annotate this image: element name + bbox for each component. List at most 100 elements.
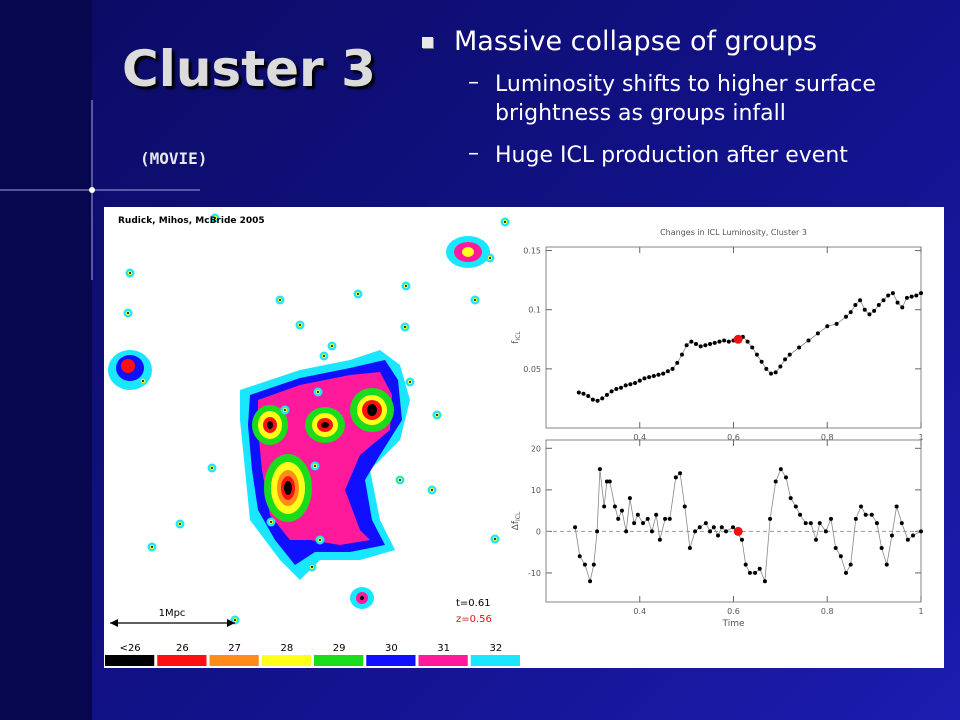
highlight-point bbox=[733, 334, 743, 344]
data-point bbox=[848, 562, 853, 567]
point-source-center bbox=[323, 355, 325, 357]
data-point bbox=[614, 386, 619, 391]
data-point bbox=[853, 516, 858, 521]
data-point bbox=[879, 546, 884, 550]
data-point bbox=[899, 521, 904, 526]
colorbar-label: 32 bbox=[490, 643, 503, 654]
time-label: t=0.61 bbox=[456, 598, 491, 609]
data-point bbox=[673, 475, 678, 480]
data-point bbox=[590, 397, 595, 402]
data-point bbox=[911, 533, 916, 538]
data-point bbox=[693, 529, 698, 534]
x-axis-label: Time bbox=[721, 619, 744, 629]
point-source-center bbox=[331, 345, 333, 347]
data-point bbox=[739, 537, 744, 542]
x-tick-label: 0.6 bbox=[727, 607, 740, 616]
data-point bbox=[884, 562, 889, 567]
point-source-center bbox=[399, 479, 401, 481]
point-source-center bbox=[409, 381, 411, 383]
map-credit: Rudick, Mihos, McBride 2005 bbox=[118, 216, 265, 226]
point-source-center bbox=[357, 293, 359, 295]
point-source-center bbox=[234, 619, 236, 621]
data-point bbox=[602, 504, 607, 509]
data-point bbox=[853, 302, 858, 307]
data-point bbox=[783, 357, 788, 362]
data-point bbox=[708, 529, 713, 534]
data-point bbox=[838, 554, 843, 559]
data-point bbox=[743, 562, 748, 567]
data-point bbox=[708, 342, 713, 347]
data-point bbox=[642, 376, 647, 381]
colorbar-label: 29 bbox=[333, 643, 346, 654]
point-source-center bbox=[279, 299, 281, 301]
data-point bbox=[889, 533, 894, 538]
data-point bbox=[829, 516, 833, 521]
data-point bbox=[747, 570, 752, 575]
point-source-center bbox=[431, 489, 433, 491]
data-point bbox=[635, 512, 640, 517]
data-point bbox=[595, 398, 600, 403]
figure-background bbox=[104, 207, 944, 668]
data-point bbox=[900, 305, 905, 310]
data-point bbox=[670, 366, 675, 371]
data-point bbox=[689, 339, 694, 344]
y-label-main: f bbox=[511, 340, 521, 344]
highlight-point bbox=[733, 526, 743, 536]
data-point bbox=[798, 512, 803, 517]
data-point bbox=[848, 310, 853, 315]
y-tick-label: -10 bbox=[528, 569, 541, 578]
data-point bbox=[895, 300, 900, 305]
data-point bbox=[717, 339, 722, 344]
y-tick-label: 20 bbox=[531, 444, 541, 453]
data-point bbox=[788, 496, 793, 501]
data-point bbox=[582, 562, 587, 567]
data-point bbox=[641, 521, 646, 526]
data-point bbox=[844, 570, 848, 575]
data-point bbox=[600, 396, 605, 401]
point-source-center bbox=[127, 312, 129, 314]
data-point bbox=[577, 554, 582, 559]
side-strip bbox=[0, 0, 92, 720]
data-point bbox=[815, 331, 820, 336]
data-point bbox=[753, 570, 758, 575]
point-source-center bbox=[311, 566, 313, 568]
colorbar-label: 28 bbox=[281, 643, 294, 654]
data-point bbox=[814, 537, 818, 542]
data-point bbox=[823, 529, 828, 534]
data-point bbox=[711, 525, 716, 530]
data-point bbox=[764, 366, 769, 371]
data-point bbox=[607, 479, 612, 484]
slide-title: Cluster 3 bbox=[122, 40, 376, 98]
movie-link[interactable]: (MOVIE) bbox=[140, 149, 208, 168]
density-map bbox=[108, 213, 510, 625]
data-point bbox=[619, 508, 624, 513]
point-source-center bbox=[504, 221, 506, 223]
data-point bbox=[869, 512, 874, 517]
data-point bbox=[825, 324, 830, 329]
data-point bbox=[784, 475, 788, 480]
colorbar-swatch bbox=[366, 655, 416, 666]
colorbar-label: 30 bbox=[385, 643, 398, 654]
data-point bbox=[657, 537, 662, 542]
data-point bbox=[863, 512, 868, 517]
data-point bbox=[808, 521, 813, 526]
point-source-center bbox=[299, 324, 301, 326]
colorbar-swatch bbox=[470, 655, 520, 666]
data-point bbox=[627, 496, 632, 501]
colorbar-label: 31 bbox=[437, 643, 450, 654]
data-point bbox=[661, 371, 666, 376]
data-point bbox=[647, 375, 652, 380]
data-point bbox=[797, 345, 802, 350]
data-point bbox=[757, 566, 762, 571]
data-point bbox=[719, 525, 724, 530]
point-source-center bbox=[405, 285, 407, 287]
x-tick-label: 1 bbox=[918, 607, 923, 616]
data-point bbox=[712, 340, 717, 345]
data-point bbox=[858, 298, 863, 303]
data-point bbox=[722, 338, 727, 343]
data-point bbox=[890, 291, 895, 296]
data-point bbox=[919, 529, 923, 534]
